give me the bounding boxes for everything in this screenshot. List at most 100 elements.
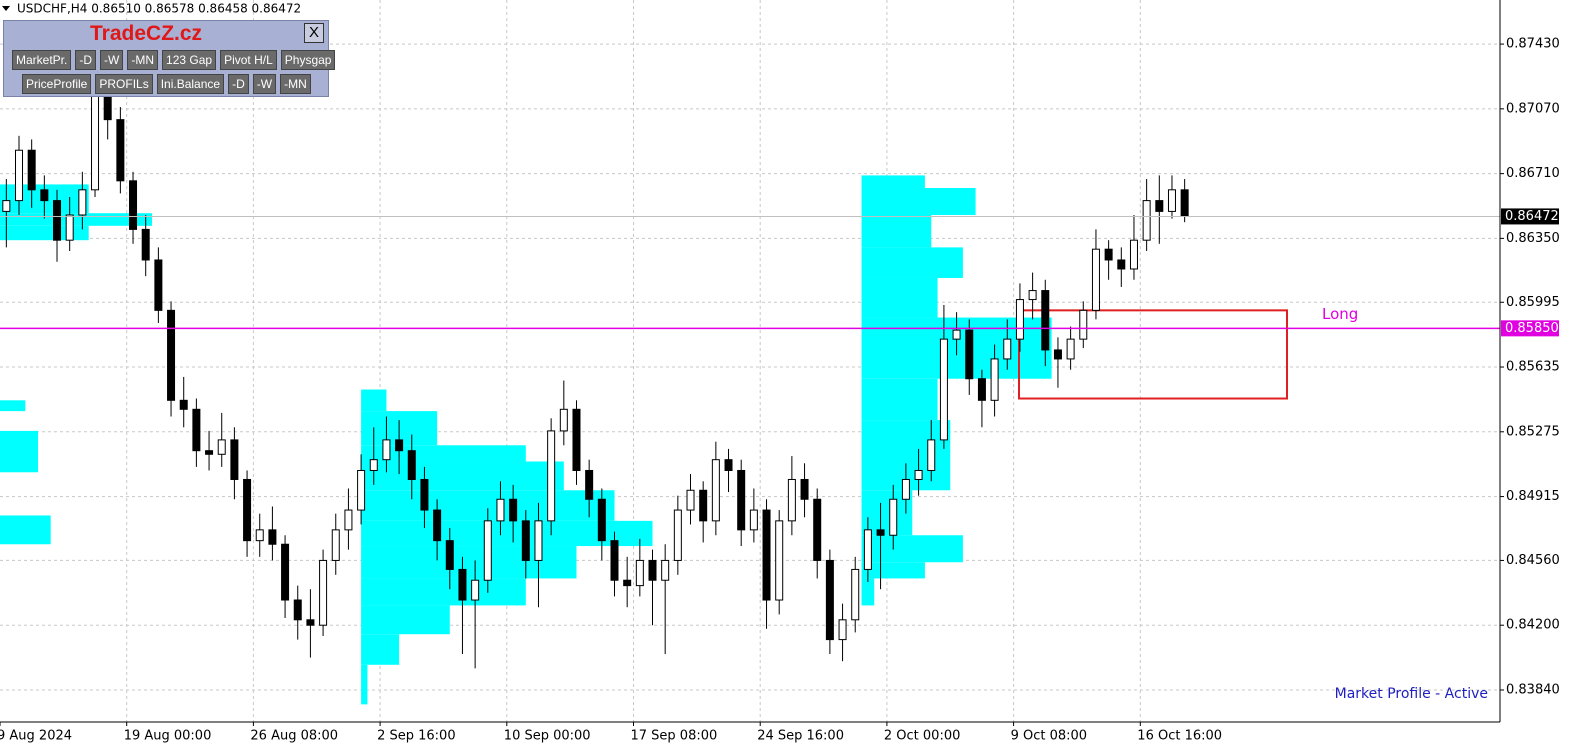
candle-body [686,489,695,511]
candle-body [129,180,138,230]
candle-body [813,498,822,561]
candle-body [179,399,188,410]
tool-button[interactable]: -MN [280,74,311,94]
tool-button[interactable]: -D [75,50,97,70]
candle-body [15,149,24,202]
tool-button[interactable]: Ini.Balance [156,74,225,94]
profile-block [861,562,925,579]
y-tick-label: 0.85995 [1506,295,1560,310]
tool-button[interactable]: -W [252,74,277,94]
candle-body [876,529,885,536]
candle-body [268,529,277,545]
candle-body [977,378,986,401]
candle-body [939,338,948,441]
candle-body [965,329,974,380]
profile-block [861,188,976,215]
candle-body [914,469,923,480]
tool-button[interactable]: -W [100,50,124,70]
candle-body [230,439,239,480]
profile-block [361,520,653,547]
tool-button[interactable]: MarketPr. [12,50,72,70]
candle-body [534,520,543,561]
x-tick-label: 17 Sep 08:00 [631,729,718,744]
last-price-label: 0.86472 [1505,209,1559,224]
panel-title: TradeCZ.cz [90,22,203,45]
candle-body [889,498,898,536]
candle-body [217,439,226,455]
candle-body [357,469,366,511]
profile-block [361,664,368,705]
x-tick-label: 16 Oct 16:00 [1137,729,1222,744]
profile-block [861,535,963,563]
profile-block [361,634,400,665]
candle-body [395,439,404,452]
x-tick-label: 9 Oct 08:00 [1011,729,1087,744]
candle-body [635,559,644,587]
candle-body [699,489,708,522]
candle-body [91,90,100,191]
candle-body [319,559,328,626]
candle-body [243,478,252,542]
candle-body [711,459,720,522]
candle-body [281,543,290,601]
candle-body [749,509,758,531]
level-tag [1501,320,1559,337]
profile-block [861,247,963,278]
tool-button[interactable]: Physgap [280,50,336,70]
candle-body [483,520,492,581]
profile-block [861,277,938,318]
y-tick-label: 0.84200 [1506,618,1560,633]
candle-body [597,498,606,542]
tool-button[interactable]: PROFILs [95,74,153,94]
level-name: Long [1322,305,1358,323]
candle-body [585,469,594,500]
candle-body [2,200,11,212]
tool-button[interactable]: 123 Gap [162,50,217,70]
candle-body [1129,239,1138,270]
tool-button[interactable]: PriceProfile [22,74,92,94]
y-tick-label: 0.83840 [1506,682,1560,697]
x-tick-label: 24 Sep 16:00 [757,729,844,744]
candle-body [724,459,733,471]
candle-body [610,540,619,581]
candle-body [27,149,36,191]
x-tick-label: 2 Oct 00:00 [884,729,960,744]
profile-block [861,214,932,248]
profile-block [361,546,577,579]
status: Market Profile - Active [1335,686,1488,702]
candle-body [559,408,568,432]
candle-body [40,189,49,202]
candle-body [623,579,632,587]
candle-body [825,559,834,641]
candle-body [572,408,581,471]
candle-body [65,214,74,241]
y-tick-label: 0.87430 [1506,37,1560,52]
candle-body [154,259,163,311]
candle-body [1142,200,1151,241]
candle-body [433,509,442,542]
y-tick-label: 0.84915 [1506,489,1560,504]
candle-body [407,450,416,480]
menu-icon[interactable] [2,6,10,11]
x-tick-label: 9 Aug 2024 [0,729,72,744]
x-tick-label: 19 Aug 00:00 [124,729,212,744]
tool-button[interactable]: Pivot H/L [220,50,277,70]
tool-button[interactable]: -MN [127,50,159,70]
x-tick-label: 2 Sep 16:00 [377,729,456,744]
candle-body [990,358,999,401]
candle-body [445,540,454,570]
last-price-tag [1501,208,1559,225]
candle-body [1091,248,1100,311]
y-tick-label: 0.87070 [1506,101,1560,116]
candle-body [420,478,429,511]
candle-body [458,568,467,601]
tool-button[interactable]: -D [228,74,249,94]
candle-body [255,529,264,542]
close-button[interactable]: X [304,23,324,43]
profile-block [0,515,51,545]
y-tick-label: 0.86710 [1506,166,1560,181]
candle-body [927,439,936,471]
panel: TradeCZ.cz X MarketPr. -D -W -MN 123 Gap Pivo… [3,20,336,97]
